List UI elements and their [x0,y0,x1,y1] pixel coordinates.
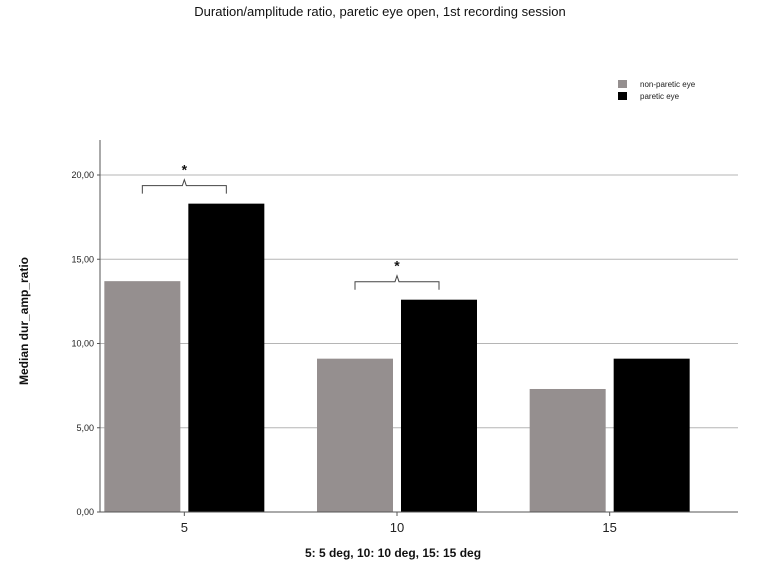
legend: non-paretic eye paretic eye [618,80,696,101]
significance-bracket [354,274,440,290]
bar-non-paretic-5 [104,281,181,512]
y-tick-label: 5,00 [76,423,94,433]
legend-swatch-paretic [618,92,627,100]
legend-label-paretic: paretic eye [640,92,680,101]
significance-brackets: ** [141,162,440,290]
y-tick-label: 20,00 [71,170,94,180]
bars [104,203,690,512]
x-tick-label: 10 [390,520,404,535]
x-tick-label: 15 [602,520,616,535]
bar-paretic-5 [188,203,265,512]
bar-paretic-15 [613,358,690,512]
x-axis-title: 5: 5 deg, 10: 10 deg, 15: 15 deg [305,546,481,560]
significance-star: * [394,258,400,274]
legend-label-non-paretic: non-paretic eye [640,80,696,89]
x-tick-labels: 5 10 15 [181,512,617,535]
y-tick-label: 15,00 [71,254,94,264]
significance-star: * [182,162,188,178]
x-tick-label: 5 [181,520,188,535]
y-axis-title: Median dur_amp_ratio [17,257,31,385]
chart-title: Duration/amplitude ratio, paretic eye op… [194,4,566,19]
significance-bracket [141,178,227,194]
bar-paretic-10 [401,299,477,512]
bar-non-paretic-10 [317,358,393,512]
y-tick-label: 10,00 [71,339,94,349]
y-tick-labels: 0,00 5,00 10,00 15,00 20,00 [71,170,100,517]
bar-non-paretic-15 [529,388,606,512]
y-tick-label: 0,00 [76,507,94,517]
legend-swatch-non-paretic [618,80,627,88]
